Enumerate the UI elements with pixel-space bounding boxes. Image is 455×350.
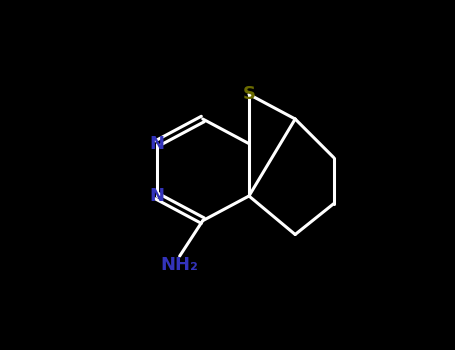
- Text: NH₂: NH₂: [161, 256, 199, 274]
- Text: S: S: [243, 85, 255, 103]
- Text: N: N: [149, 187, 164, 205]
- Text: N: N: [149, 135, 164, 153]
